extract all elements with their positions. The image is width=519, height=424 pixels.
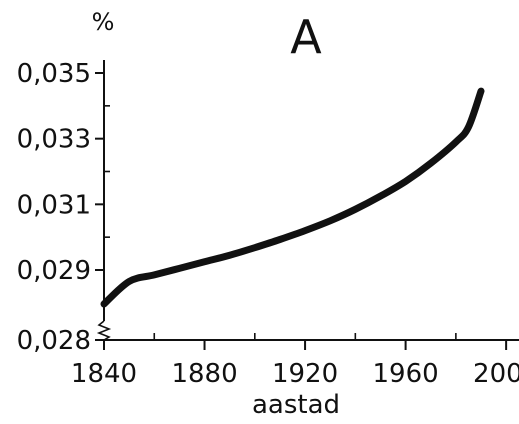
- y-unit-label: %: [92, 8, 115, 36]
- y-tick-label: 0,035: [17, 59, 91, 89]
- tick-marks: [95, 72, 508, 350]
- y-axis-break: [96, 320, 112, 341]
- x-axis-label: aastad: [252, 390, 340, 420]
- x-tick-label: 1840: [71, 359, 137, 389]
- x-tick-label: 1880: [171, 359, 237, 389]
- axes: [96, 60, 519, 341]
- x-tick-label: 1960: [373, 359, 439, 389]
- panel-label: A: [290, 10, 322, 64]
- series-group: [100, 87, 485, 308]
- y-tick-label: 0,033: [17, 125, 91, 155]
- x-tick-label: 2000: [473, 359, 519, 389]
- series-line: [100, 87, 485, 308]
- tick-labels: 0,028 0,029 0,031 0,033 0,035 1840 1880 1920 196…: [17, 59, 519, 389]
- y-tick-label: 0,028: [17, 326, 91, 356]
- x-tick-label: 1920: [272, 359, 338, 389]
- y-tick-label: 0,029: [17, 256, 91, 286]
- y-tick-label: 0,031: [17, 190, 91, 220]
